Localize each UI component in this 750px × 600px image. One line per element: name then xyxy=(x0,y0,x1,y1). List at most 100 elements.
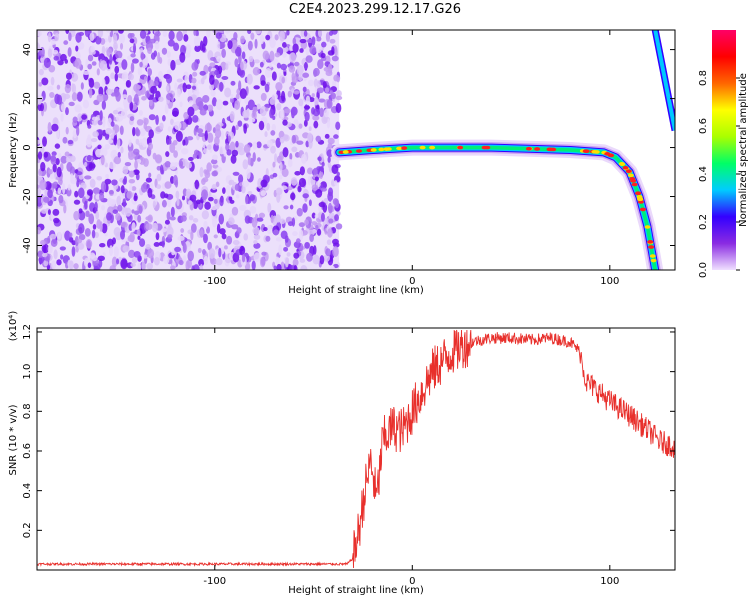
noise-blob xyxy=(254,38,258,49)
ridge-peak xyxy=(546,147,553,152)
noise-blob xyxy=(148,114,156,121)
noise-blob xyxy=(166,211,171,221)
noise-blob xyxy=(279,218,286,225)
noise-blob xyxy=(283,205,289,210)
noise-blob xyxy=(247,40,253,51)
noise-blob xyxy=(214,128,222,139)
noise-blob xyxy=(101,45,106,56)
noise-blob xyxy=(335,121,341,131)
noise-blob xyxy=(78,233,86,241)
noise-blob xyxy=(182,139,186,146)
noise-blob xyxy=(225,63,229,71)
noise-blob xyxy=(119,42,124,50)
noise-blob xyxy=(327,191,334,202)
noise-blob xyxy=(90,137,98,143)
noise-blob xyxy=(259,256,266,268)
ridge-band xyxy=(331,139,664,270)
noise-blob xyxy=(138,205,143,215)
noise-blob xyxy=(93,266,100,270)
noise-blob xyxy=(50,76,55,86)
noise-blob xyxy=(324,133,330,139)
noise-blob xyxy=(56,84,61,90)
noise-blob xyxy=(283,108,292,114)
upper-ridge-band xyxy=(653,30,675,131)
colorbar-tick-label: 0.4 xyxy=(698,166,709,182)
noise-blob xyxy=(102,92,109,102)
ridge-band xyxy=(336,144,659,270)
ridge-peak xyxy=(591,149,598,154)
noise-blob xyxy=(202,94,210,103)
noise-blob xyxy=(265,235,271,242)
noise-blob xyxy=(51,123,59,132)
noise-blob xyxy=(320,165,324,173)
noise-blob xyxy=(312,115,320,121)
noise-blob xyxy=(206,30,211,38)
noise-blob xyxy=(241,51,246,60)
noise-blob xyxy=(139,30,147,39)
ridge-peak xyxy=(429,145,436,150)
noise-blob xyxy=(235,46,242,57)
noise-blob xyxy=(273,229,279,236)
noise-blob xyxy=(179,160,184,167)
noise-blob xyxy=(62,183,66,195)
noise-blob xyxy=(169,162,177,170)
noise-blob xyxy=(203,233,208,244)
noise-blob xyxy=(297,185,302,193)
noise-blob xyxy=(47,48,53,58)
noise-blob xyxy=(253,234,261,240)
noise-blob xyxy=(226,235,233,245)
noise-blob xyxy=(182,82,187,93)
noise-blob xyxy=(229,141,236,153)
noise-blob xyxy=(96,93,104,103)
noise-blob xyxy=(48,64,56,73)
noise-blob xyxy=(197,247,202,254)
noise-blob xyxy=(99,243,106,248)
noise-blob xyxy=(308,229,315,236)
noise-blob xyxy=(43,244,47,254)
noise-blob xyxy=(134,210,140,216)
noise-blob xyxy=(98,86,104,97)
noise-blob xyxy=(95,148,103,158)
noise-blob xyxy=(60,254,64,260)
noise-blob xyxy=(37,226,42,235)
noise-blob xyxy=(60,113,64,122)
noise-blob xyxy=(97,255,105,262)
noise-blob xyxy=(314,96,319,106)
noise-blob xyxy=(137,235,141,240)
noise-blob xyxy=(185,44,192,55)
noise-blob xyxy=(70,155,76,163)
noise-blob xyxy=(227,40,233,50)
noise-blob xyxy=(170,265,176,270)
noise-blob xyxy=(115,50,123,59)
noise-blob xyxy=(235,194,240,199)
noise-blob xyxy=(315,43,322,54)
noise-blob xyxy=(60,53,67,62)
noise-blob xyxy=(274,34,279,41)
noise-blob xyxy=(251,217,258,228)
noise-blob xyxy=(57,231,62,240)
noise-blob xyxy=(247,30,252,35)
noise-blob xyxy=(84,175,92,180)
noise-blob xyxy=(132,126,136,137)
noise-blob xyxy=(116,138,121,149)
noise-blob xyxy=(321,41,327,48)
noise-blob xyxy=(201,189,209,201)
bottom-x-tick-label: -100 xyxy=(203,576,226,587)
noise-blob xyxy=(304,241,310,249)
noise-blob xyxy=(161,199,167,208)
noise-blob xyxy=(185,52,191,58)
noise-blob xyxy=(331,164,339,175)
noise-blob xyxy=(101,100,107,110)
noise-blob xyxy=(139,61,143,68)
noise-blob xyxy=(63,204,67,214)
noise-blob xyxy=(207,132,214,144)
noise-blob xyxy=(252,106,258,113)
noise-blob xyxy=(330,92,337,100)
noise-blob xyxy=(276,103,282,111)
noise-blob xyxy=(120,230,126,240)
noise-blob xyxy=(131,58,139,64)
noise-blob xyxy=(203,36,208,47)
noise-blob xyxy=(221,75,229,81)
noise-blob xyxy=(123,175,128,185)
